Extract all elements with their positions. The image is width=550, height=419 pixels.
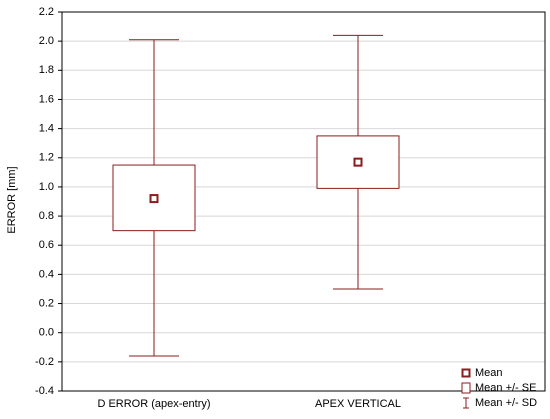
y-tick-label: -0.4 — [35, 385, 54, 397]
y-tick-label: 1.0 — [39, 181, 54, 193]
y-tick-label: 0.6 — [39, 239, 54, 251]
y-tick-label: 2.2 — [39, 6, 54, 18]
x-tick-label: APEX VERTICAL — [315, 398, 401, 410]
y-tick-label: 0.4 — [39, 268, 54, 280]
legend-sd-symbol — [463, 397, 469, 409]
y-tick-label: 0.8 — [39, 210, 54, 222]
legend-label: Mean +/- SE — [475, 382, 536, 394]
y-tick-label: 0.2 — [39, 297, 54, 309]
y-tick-label: 1.4 — [39, 123, 54, 135]
y-tick-label: 0.0 — [39, 327, 54, 339]
plot-frame — [61, 11, 546, 392]
y-tick-label: 1.2 — [39, 152, 54, 164]
legend-label: Mean +/- SD — [475, 397, 537, 409]
x-tick-label: D ERROR (apex-entry) — [97, 398, 210, 410]
mean-marker — [353, 157, 363, 167]
y-axis-label: ERROR [mm] — [6, 166, 18, 233]
legend-mean-symbol — [461, 368, 471, 378]
mean-marker — [149, 194, 159, 204]
y-tick-label: 1.6 — [39, 93, 54, 105]
y-tick-label: 2.0 — [39, 35, 54, 47]
legend-label: Mean — [475, 367, 503, 379]
legend-se-symbol — [461, 382, 471, 394]
y-tick-label: -0.2 — [35, 356, 54, 368]
y-tick-label: 1.8 — [39, 64, 54, 76]
